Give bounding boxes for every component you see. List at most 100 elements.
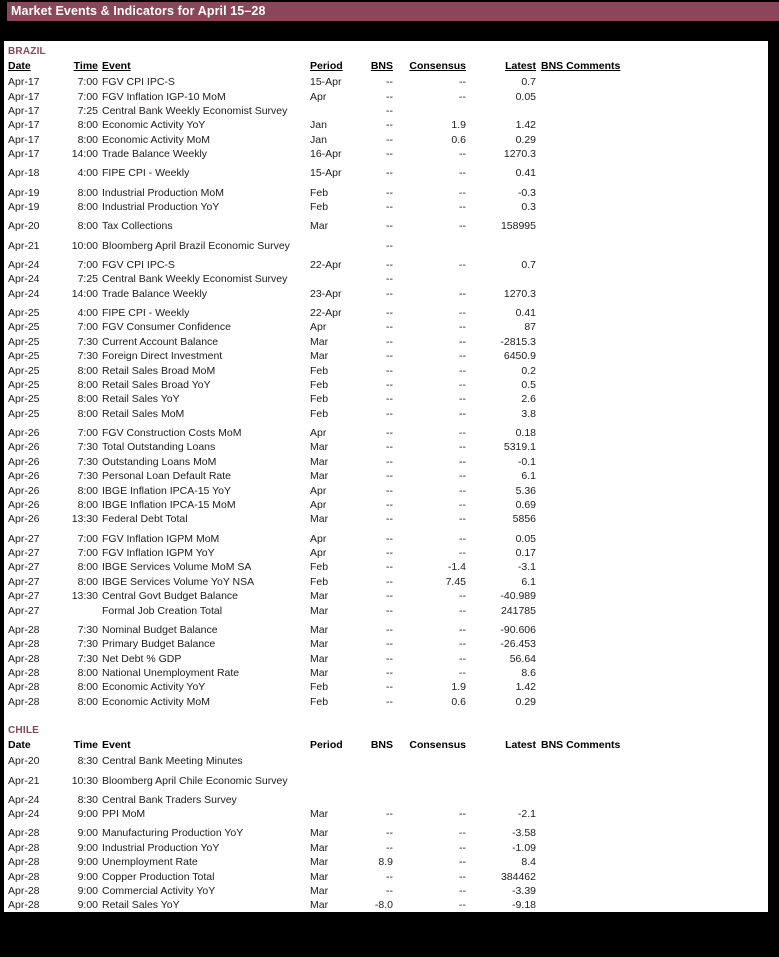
- cell-bns: --: [386, 364, 393, 377]
- cell-bns: --: [386, 273, 393, 286]
- cell-date: Apr-17: [8, 104, 40, 117]
- cell-bns: --: [386, 532, 393, 545]
- col-header-time: Time: [73, 738, 98, 751]
- cell-latest: 0.41: [515, 307, 536, 319]
- cell-time: 8:00: [77, 378, 98, 391]
- cell-period: 23-Apr: [310, 287, 342, 300]
- cell-consensus: --: [459, 307, 466, 319]
- cell-date: Apr-18: [8, 167, 40, 180]
- cell-period: Feb: [310, 561, 329, 574]
- cell-time: 4:00: [77, 167, 98, 180]
- cell-event: Bloomberg April Brazil Economic Survey: [102, 239, 290, 252]
- cell-latest: -26.453: [500, 638, 536, 651]
- cell-latest: 8.6: [521, 667, 536, 680]
- event-row: Apr-25 4:00 FIPE CPI - Weekly 22-Apr -- -- 0.4…: [8, 306, 768, 320]
- event-rows: Apr-20 8:30 Central Bank Meeting Minutes Ap…: [8, 754, 768, 913]
- cell-time: 8:30: [77, 755, 98, 768]
- cell-consensus: --: [459, 201, 466, 214]
- cell-bns: --: [386, 441, 393, 454]
- cell-date: Apr-25: [8, 407, 40, 420]
- cell-bns: --: [386, 623, 393, 636]
- cell-bns: --: [386, 827, 393, 840]
- cell-period: 15-Apr: [310, 76, 342, 89]
- cell-consensus: --: [459, 378, 466, 391]
- event-row: Apr-20 8:30 Central Bank Meeting Minutes: [8, 754, 768, 768]
- cell-period: 15-Apr: [310, 167, 342, 180]
- cell-event: Retail Sales Broad YoY: [102, 378, 211, 391]
- cell-period: Apr: [310, 321, 327, 334]
- cell-consensus: 0.6: [451, 133, 466, 146]
- cell-date: Apr-28: [8, 870, 40, 883]
- event-row: Apr-21 10:30 Bloomberg April Chile Economi…: [8, 773, 768, 787]
- cell-bns: --: [386, 201, 393, 214]
- cell-time: 7:30: [77, 455, 98, 468]
- cell-time: 8:00: [77, 695, 98, 708]
- section-chile: CHILE Date Time Event Period BNS Consensus Lat…: [8, 724, 768, 913]
- column-header-row: Date Time Event Period BNS Consensus Latest BNS…: [8, 737, 768, 752]
- event-row: Apr-28 9:00 Retail Sales YoY Mar -8.0 -- -9.18: [8, 898, 768, 912]
- cell-event: Unemployment Rate: [102, 856, 198, 869]
- cell-latest: 1270.3: [503, 148, 536, 161]
- cell-event: Central Bank Traders Survey: [102, 793, 237, 806]
- event-row: Apr-17 8:00 Economic Activity YoY Jan -- 1.9 1…: [8, 118, 768, 132]
- cell-latest: 158995: [500, 220, 536, 233]
- col-header-bns: BNS: [370, 738, 393, 751]
- cell-bns: --: [386, 841, 393, 854]
- event-row: Apr-25 8:00 Retail Sales YoY Feb -- -- 2.6: [8, 392, 768, 406]
- cell-consensus: 1.9: [451, 119, 466, 132]
- event-rows: Apr-17 7:00 FGV CPI IPC-S 15-Apr -- -- 0.7 Apr-…: [8, 75, 768, 709]
- cell-period: Feb: [310, 364, 329, 377]
- cell-event: Industrial Production YoY: [102, 201, 220, 214]
- col-header-bns-comments: BNS Comments: [541, 738, 621, 751]
- event-row: Apr-26 8:00 IBGE Inflation IPCA-15 YoY Apr -…: [8, 483, 768, 497]
- cell-event: Nominal Budget Balance: [102, 623, 218, 636]
- col-header-event: Event: [102, 59, 131, 72]
- col-header-bns: BNS: [370, 59, 393, 72]
- cell-period: Jan: [310, 133, 327, 146]
- cell-time: 7:30: [77, 335, 98, 348]
- cell-consensus: --: [459, 441, 466, 454]
- event-row: Apr-26 7:30 Total Outstanding Loans Mar -- --…: [8, 440, 768, 454]
- cell-latest: -40.989: [500, 590, 536, 603]
- cell-consensus: --: [459, 407, 466, 420]
- cell-date: Apr-28: [8, 623, 40, 636]
- cell-date: Apr-27: [8, 575, 40, 588]
- cell-latest: 5319.1: [503, 441, 536, 454]
- cell-bns: --: [386, 220, 393, 233]
- cell-consensus: --: [459, 870, 466, 883]
- cell-bns: --: [386, 104, 393, 117]
- cell-time: 9:00: [77, 808, 98, 821]
- cell-date: Apr-27: [8, 532, 40, 545]
- event-row: Apr-17 7:00 FGV Inflation IGP-10 MoM Apr -- -…: [8, 89, 768, 103]
- cell-consensus: -1.4: [447, 561, 466, 574]
- cell-date: Apr-28: [8, 841, 40, 854]
- cell-consensus: --: [459, 808, 466, 821]
- cell-bns: --: [386, 258, 393, 271]
- cell-event: Retail Sales YoY: [102, 899, 180, 912]
- cell-period: Mar: [310, 220, 329, 233]
- cell-consensus: --: [459, 470, 466, 483]
- cell-event: IBGE Inflation IPCA-15 MoM: [102, 498, 236, 511]
- cell-period: Feb: [310, 575, 329, 588]
- cell-time: 8:00: [77, 119, 98, 132]
- cell-event: FGV Inflation IGP-10 MoM: [102, 90, 226, 103]
- cell-date: Apr-26: [8, 498, 40, 511]
- cell-event: FGV CPI IPC-S: [102, 258, 175, 271]
- cell-event: Federal Debt Total: [102, 513, 188, 526]
- cell-bns: --: [386, 695, 393, 708]
- cell-bns: --: [386, 561, 393, 574]
- event-row: Apr-28 9:00 Manufacturing Production YoY Ma…: [8, 826, 768, 840]
- cell-date: Apr-21: [8, 774, 40, 787]
- cell-date: Apr-27: [8, 604, 40, 617]
- cell-event: FGV Inflation IGPM MoM: [102, 532, 220, 545]
- cell-consensus: --: [459, 287, 466, 300]
- cell-period: Mar: [310, 870, 329, 883]
- cell-event: Economic Activity YoY: [102, 119, 206, 132]
- cell-date: Apr-27: [8, 547, 40, 560]
- cell-date: Apr-26: [8, 441, 40, 454]
- cell-bns: --: [386, 378, 393, 391]
- cell-event: Commercial Activity YoY: [102, 885, 216, 898]
- cell-date: Apr-25: [8, 335, 40, 348]
- cell-consensus: --: [459, 220, 466, 233]
- cell-time: 8:00: [77, 484, 98, 497]
